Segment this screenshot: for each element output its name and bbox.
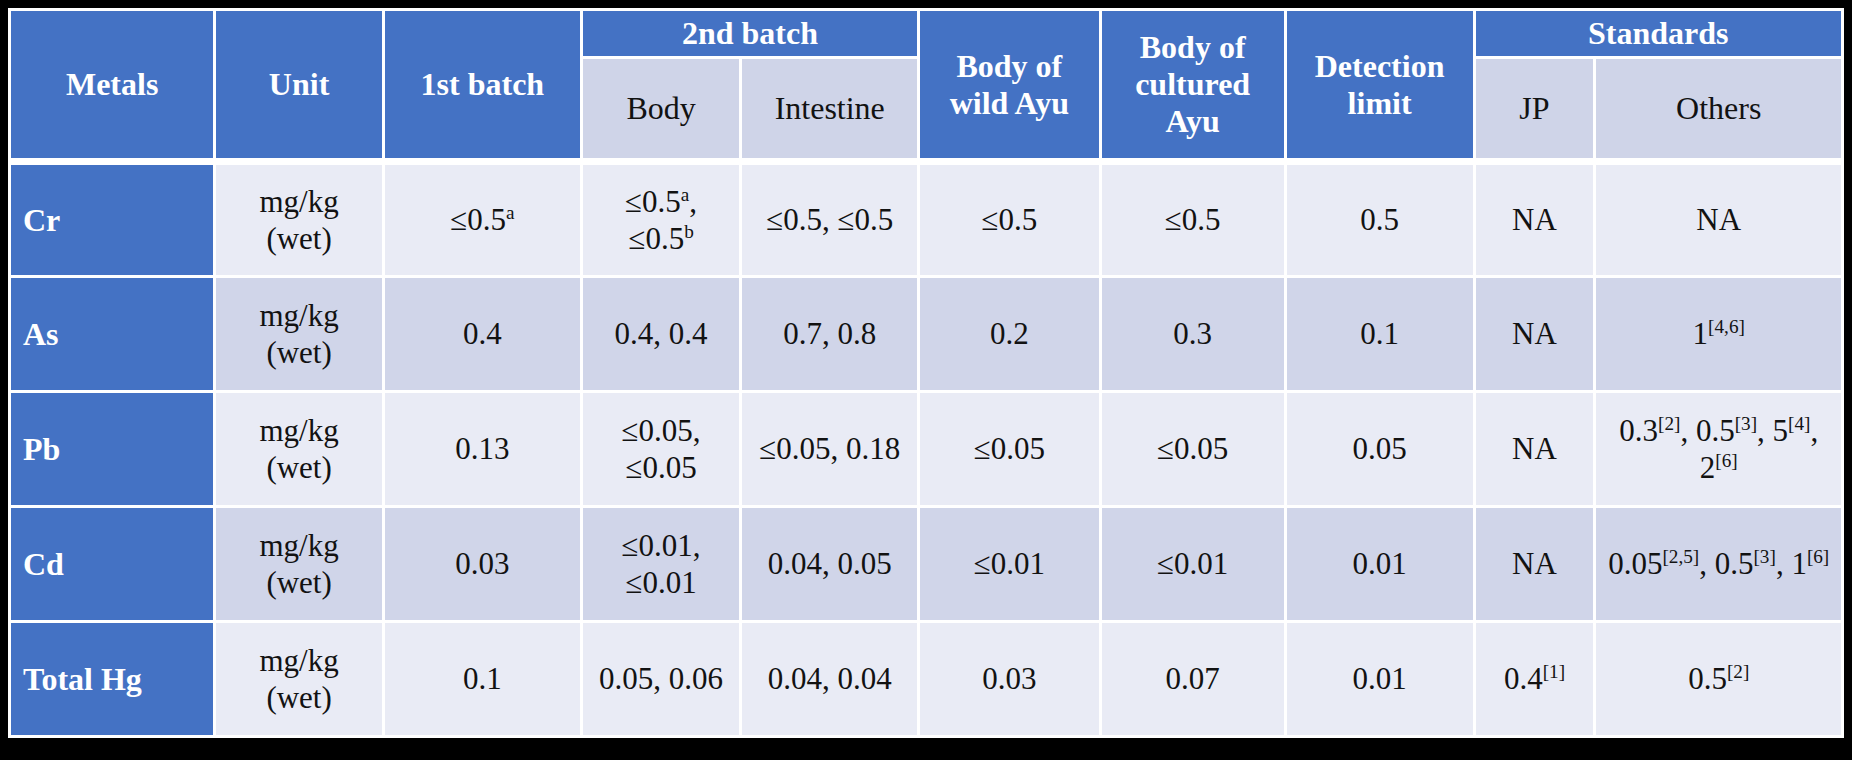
cell-cr-metal: Cr [10,162,215,277]
header-standards: Standards [1474,10,1843,58]
cell-cd-metal: Cd [10,507,215,622]
cell-as-first_batch: 0.4 [383,277,581,392]
cell-cr-others: NA [1595,162,1843,277]
cell-as-second_batch_intestine: 0.7, 0.8 [741,277,919,392]
cell-total_hg-jp: 0.4[1] [1474,622,1595,737]
cell-as-unit: mg/kg (wet) [215,277,384,392]
cell-cr-detection_limit: 0.5 [1285,162,1474,277]
cell-pb-others: 0.3[2], 0.5[3], 5[4], 2[6] [1595,392,1843,507]
cell-total_hg-first_batch: 0.1 [383,622,581,737]
cell-cr-unit: mg/kg (wet) [215,162,384,277]
table-row-cr: Crmg/kg (wet)≤0.5a≤0.5a, ≤0.5b≤0.5, ≤0.5… [10,162,1843,277]
cell-pb-wild_ayu: ≤0.05 [919,392,1100,507]
table-body: Crmg/kg (wet)≤0.5a≤0.5a, ≤0.5b≤0.5, ≤0.5… [10,162,1843,737]
header-jp: JP [1474,58,1595,162]
cell-total_hg-wild_ayu: 0.03 [919,622,1100,737]
cell-cr-wild_ayu: ≤0.5 [919,162,1100,277]
cell-pb-second_batch_intestine: ≤0.05, 0.18 [741,392,919,507]
cell-cr-second_batch_body: ≤0.5a, ≤0.5b [581,162,740,277]
cell-pb-jp: NA [1474,392,1595,507]
metals-standards-table: Metals Unit 1st batch 2nd batch Body of … [8,8,1844,738]
cell-cr-jp: NA [1474,162,1595,277]
cell-total_hg-second_batch_body: 0.05, 0.06 [581,622,740,737]
cell-as-second_batch_body: 0.4, 0.4 [581,277,740,392]
cell-cr-second_batch_intestine: ≤0.5, ≤0.5 [741,162,919,277]
cell-total_hg-second_batch_intestine: 0.04, 0.04 [741,622,919,737]
table-row-pb: Pbmg/kg (wet)0.13≤0.05, ≤0.05≤0.05, 0.18… [10,392,1843,507]
table-header: Metals Unit 1st batch 2nd batch Body of … [10,10,1843,162]
cell-cd-second_batch_intestine: 0.04, 0.05 [741,507,919,622]
cell-cd-unit: mg/kg (wet) [215,507,384,622]
cell-as-others: 1[4,6] [1595,277,1843,392]
header-metals: Metals [10,10,215,162]
cell-total_hg-detection_limit: 0.01 [1285,622,1474,737]
header-body-wild-ayu: Body of wild Ayu [919,10,1100,162]
cell-cr-first_batch: ≤0.5a [383,162,581,277]
header-body: Body [581,58,740,162]
cell-total_hg-others: 0.5[2] [1595,622,1843,737]
cell-pb-metal: Pb [10,392,215,507]
cell-cd-first_batch: 0.03 [383,507,581,622]
cell-cd-wild_ayu: ≤0.01 [919,507,1100,622]
header-second-batch: 2nd batch [581,10,918,58]
cell-pb-second_batch_body: ≤0.05, ≤0.05 [581,392,740,507]
table-row-cd: Cdmg/kg (wet)0.03≤0.01, ≤0.010.04, 0.05≤… [10,507,1843,622]
cell-total_hg-unit: mg/kg (wet) [215,622,384,737]
cell-pb-unit: mg/kg (wet) [215,392,384,507]
cell-cd-detection_limit: 0.01 [1285,507,1474,622]
header-unit: Unit [215,10,384,162]
cell-cr-cultured_ayu: ≤0.5 [1100,162,1285,277]
table-row-total_hg: Total Hgmg/kg (wet)0.10.05, 0.060.04, 0.… [10,622,1843,737]
cell-as-cultured_ayu: 0.3 [1100,277,1285,392]
header-others: Others [1595,58,1843,162]
cell-cd-cultured_ayu: ≤0.01 [1100,507,1285,622]
header-detection-limit: Detection limit [1285,10,1474,162]
cell-total_hg-cultured_ayu: 0.07 [1100,622,1285,737]
cell-cd-jp: NA [1474,507,1595,622]
cell-pb-cultured_ayu: ≤0.05 [1100,392,1285,507]
table-row-as: Asmg/kg (wet)0.40.4, 0.40.7, 0.80.20.30.… [10,277,1843,392]
header-body-cultured-ayu: Body of cultured Ayu [1100,10,1285,162]
cell-pb-first_batch: 0.13 [383,392,581,507]
cell-as-detection_limit: 0.1 [1285,277,1474,392]
cell-total_hg-metal: Total Hg [10,622,215,737]
header-intestine: Intestine [741,58,919,162]
header-first-batch: 1st batch [383,10,581,162]
cell-pb-detection_limit: 0.05 [1285,392,1474,507]
cell-cd-second_batch_body: ≤0.01, ≤0.01 [581,507,740,622]
cell-cd-others: 0.05[2,5], 0.5[3], 1[6] [1595,507,1843,622]
cell-as-metal: As [10,277,215,392]
cell-as-jp: NA [1474,277,1595,392]
cell-as-wild_ayu: 0.2 [919,277,1100,392]
